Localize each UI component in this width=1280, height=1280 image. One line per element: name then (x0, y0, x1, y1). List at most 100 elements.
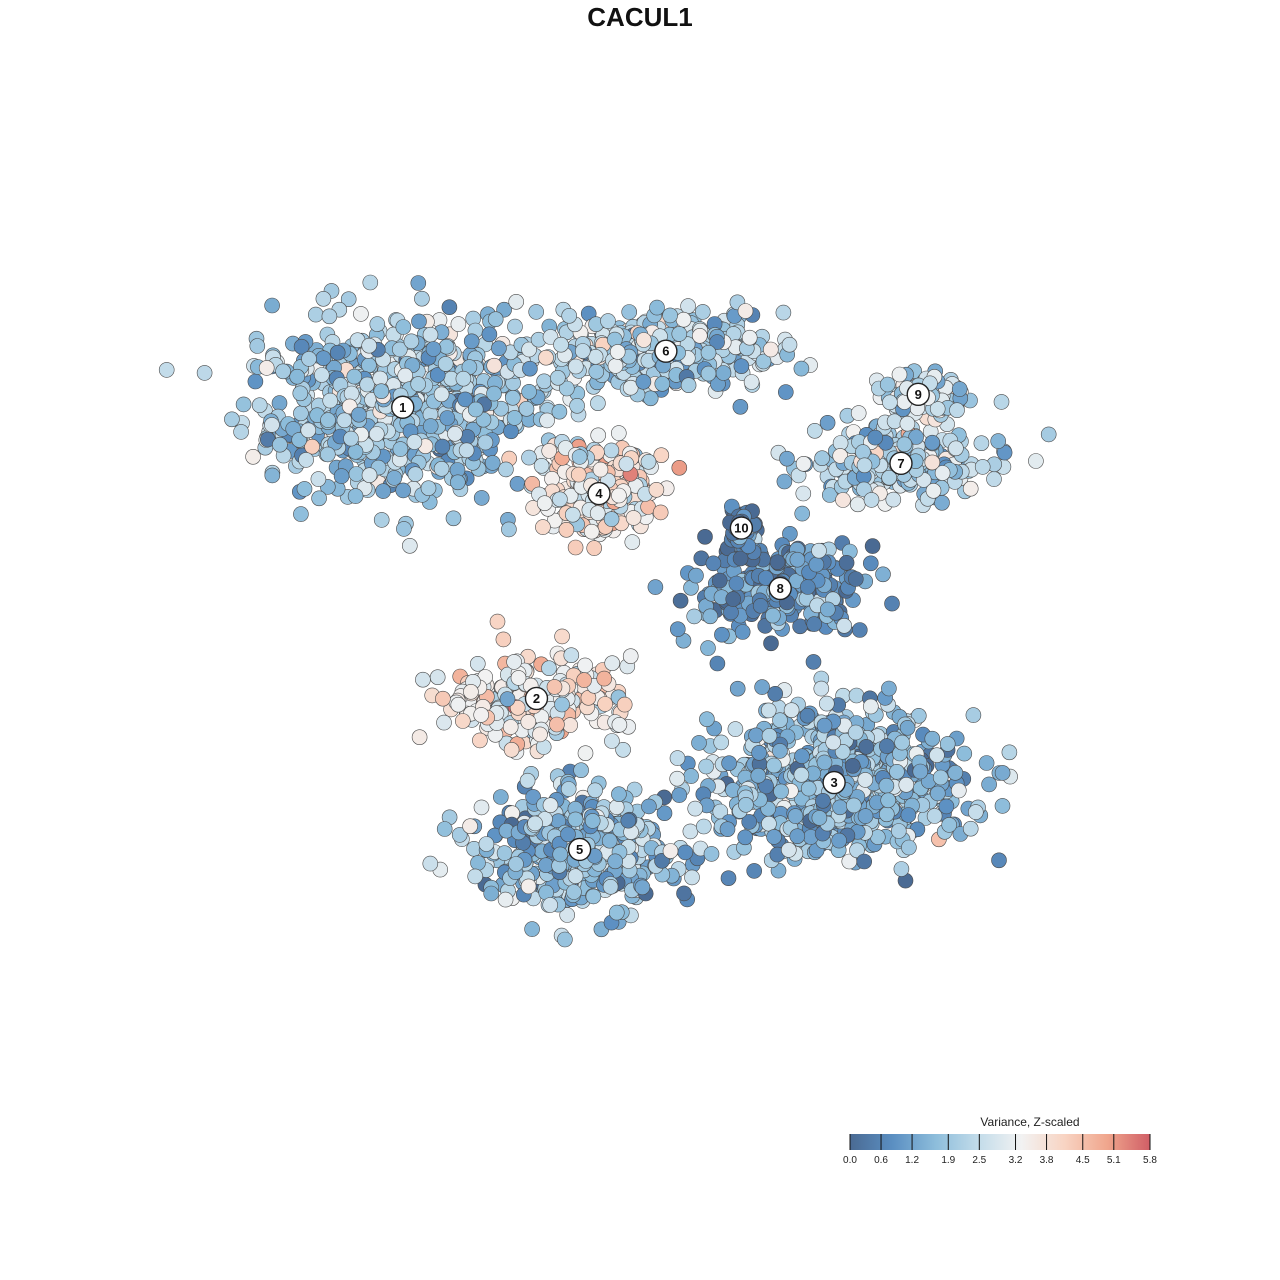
cell-point (473, 707, 490, 723)
cell-point (698, 758, 714, 775)
cell-point (867, 429, 884, 446)
cell-point (994, 765, 1011, 781)
cell-point (793, 766, 810, 783)
cell-point (855, 444, 871, 460)
cluster-label-8: 8 (768, 576, 792, 601)
cell-point (347, 488, 364, 504)
cell-point (849, 496, 866, 513)
cell-point (845, 797, 862, 814)
cell-point (816, 754, 833, 771)
svg-text:1: 1 (399, 400, 406, 415)
cell-point (737, 303, 754, 319)
cell-point (457, 391, 474, 408)
cell-point (567, 539, 584, 556)
cell-point (469, 655, 486, 672)
cell-point (799, 707, 816, 724)
cell-point (570, 466, 587, 483)
cell-point (561, 307, 578, 324)
cell-point (654, 375, 671, 392)
cell-point (307, 306, 324, 323)
cell-point (549, 716, 565, 733)
cell-point (481, 326, 498, 343)
cell-point (711, 572, 728, 589)
cell-point (601, 832, 618, 849)
cell-point (473, 799, 490, 816)
legend-color-bar (850, 1134, 1150, 1150)
cell-point (806, 616, 823, 632)
cell-point (574, 343, 591, 359)
cell-point (680, 298, 696, 314)
cell-point (737, 829, 754, 846)
cell-point (625, 510, 642, 526)
cell-point (329, 344, 346, 361)
cell-point (439, 410, 456, 426)
cell-point (396, 521, 412, 537)
cell-point (321, 308, 338, 325)
cell-point (662, 843, 679, 859)
cell-point (315, 350, 332, 367)
cell-point (403, 333, 420, 350)
cell-point (437, 356, 454, 372)
cell-point (763, 635, 779, 652)
cell-point (649, 299, 665, 316)
cell-point (589, 505, 606, 522)
cell-point (361, 357, 377, 374)
cell-point (498, 461, 514, 478)
cell-point (728, 575, 745, 592)
cell-point (585, 888, 602, 905)
cell-point (406, 434, 423, 450)
cell-point (541, 443, 558, 459)
cell-point (497, 891, 514, 908)
cell-point (506, 410, 523, 426)
cell-point (781, 336, 798, 353)
cell-point (536, 373, 552, 390)
cell-point (777, 384, 794, 400)
cell-point (729, 680, 746, 697)
cell-point (616, 696, 633, 713)
cell-point (560, 781, 577, 797)
cell-point (484, 455, 501, 471)
cell-point (520, 878, 537, 895)
cell-point (362, 274, 379, 291)
legend-tick-label: 3.2 (1009, 1155, 1023, 1166)
cell-point (700, 365, 717, 382)
cell-point (291, 432, 308, 448)
cell-point (721, 755, 737, 772)
cell-point (838, 554, 855, 571)
cell-point (583, 523, 600, 540)
cell-point (671, 787, 688, 803)
cell-point (343, 385, 360, 402)
cell-point (621, 304, 638, 320)
cell-point (746, 863, 763, 879)
cell-point (723, 604, 739, 621)
cell-point (608, 904, 625, 921)
cell-point (573, 762, 589, 779)
svg-text:7: 7 (897, 456, 904, 471)
cell-point (554, 628, 570, 645)
cell-point (766, 757, 782, 774)
cell-point (486, 357, 503, 374)
cell-point (863, 492, 880, 508)
cell-point (438, 338, 455, 355)
cell-point (951, 381, 968, 397)
cell-point (856, 457, 873, 474)
cell-point (450, 316, 467, 332)
cell-point (495, 631, 512, 648)
cell-point (924, 730, 941, 747)
cell-point (524, 921, 540, 937)
cell-point (832, 799, 848, 816)
cell-point (487, 311, 504, 328)
cell-point (588, 363, 605, 380)
cluster-1-cells (158, 274, 652, 554)
cell-point (520, 714, 537, 730)
cell-point (503, 741, 520, 758)
cell-point (624, 534, 641, 550)
cell-point (310, 471, 327, 487)
cell-point (794, 505, 811, 522)
cell-point (586, 540, 603, 556)
cell-point (499, 691, 516, 707)
cell-point (893, 861, 910, 877)
cell-point (956, 745, 973, 762)
cell-point (351, 406, 367, 423)
cell-point (395, 319, 412, 335)
